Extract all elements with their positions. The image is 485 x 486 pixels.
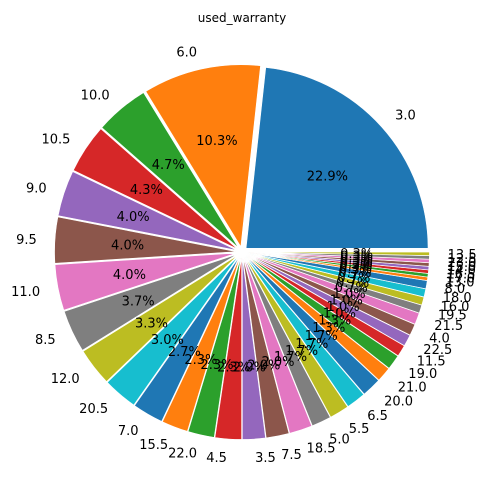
slice-label: 6.0	[176, 45, 197, 60]
slice-label: 15.5	[139, 438, 168, 453]
slice-label: 3.5	[255, 451, 276, 466]
slice-percent-label: 4.0%	[113, 268, 146, 283]
slice-label: 9.5	[16, 233, 37, 248]
slice-label: 10.5	[42, 133, 71, 148]
slice-label: 6.5	[367, 409, 388, 424]
slice-percent-label: 3.7%	[122, 295, 155, 310]
slice-percent-label: 10.3%	[196, 134, 237, 149]
slice-percent-label: 4.3%	[130, 183, 163, 198]
slice-percent-label: 0.3%	[340, 247, 373, 262]
slice-percent-label: 4.0%	[111, 239, 144, 254]
slice-label: 10.0	[81, 89, 110, 104]
slice-percent-label: 4.7%	[152, 158, 185, 173]
slice-label: 13.5	[448, 248, 477, 263]
slice-label: 4.5	[206, 451, 227, 466]
slice-percent-label: 3.3%	[135, 316, 168, 331]
slice-label: 22.0	[168, 447, 197, 462]
slice-label: 12.0	[51, 372, 80, 387]
slice-label: 3.0	[395, 109, 416, 124]
slice-label: 11.0	[11, 285, 40, 300]
slice-label: 21.0	[398, 380, 427, 395]
slice-label: 8.5	[35, 333, 56, 348]
slice-label: 5.0	[329, 432, 350, 447]
slice-label: 20.5	[79, 402, 108, 417]
slice-percent-label: 4.0%	[117, 210, 150, 225]
slice-label: 7.5	[281, 448, 302, 463]
pie-slice-3-0	[246, 67, 428, 248]
slice-label: 7.0	[118, 424, 139, 439]
slice-label: 20.0	[384, 395, 413, 410]
slice-label: 9.0	[26, 181, 47, 196]
slice-percent-label: 22.9%	[307, 169, 348, 184]
chart-title: used_warranty	[198, 11, 286, 25]
